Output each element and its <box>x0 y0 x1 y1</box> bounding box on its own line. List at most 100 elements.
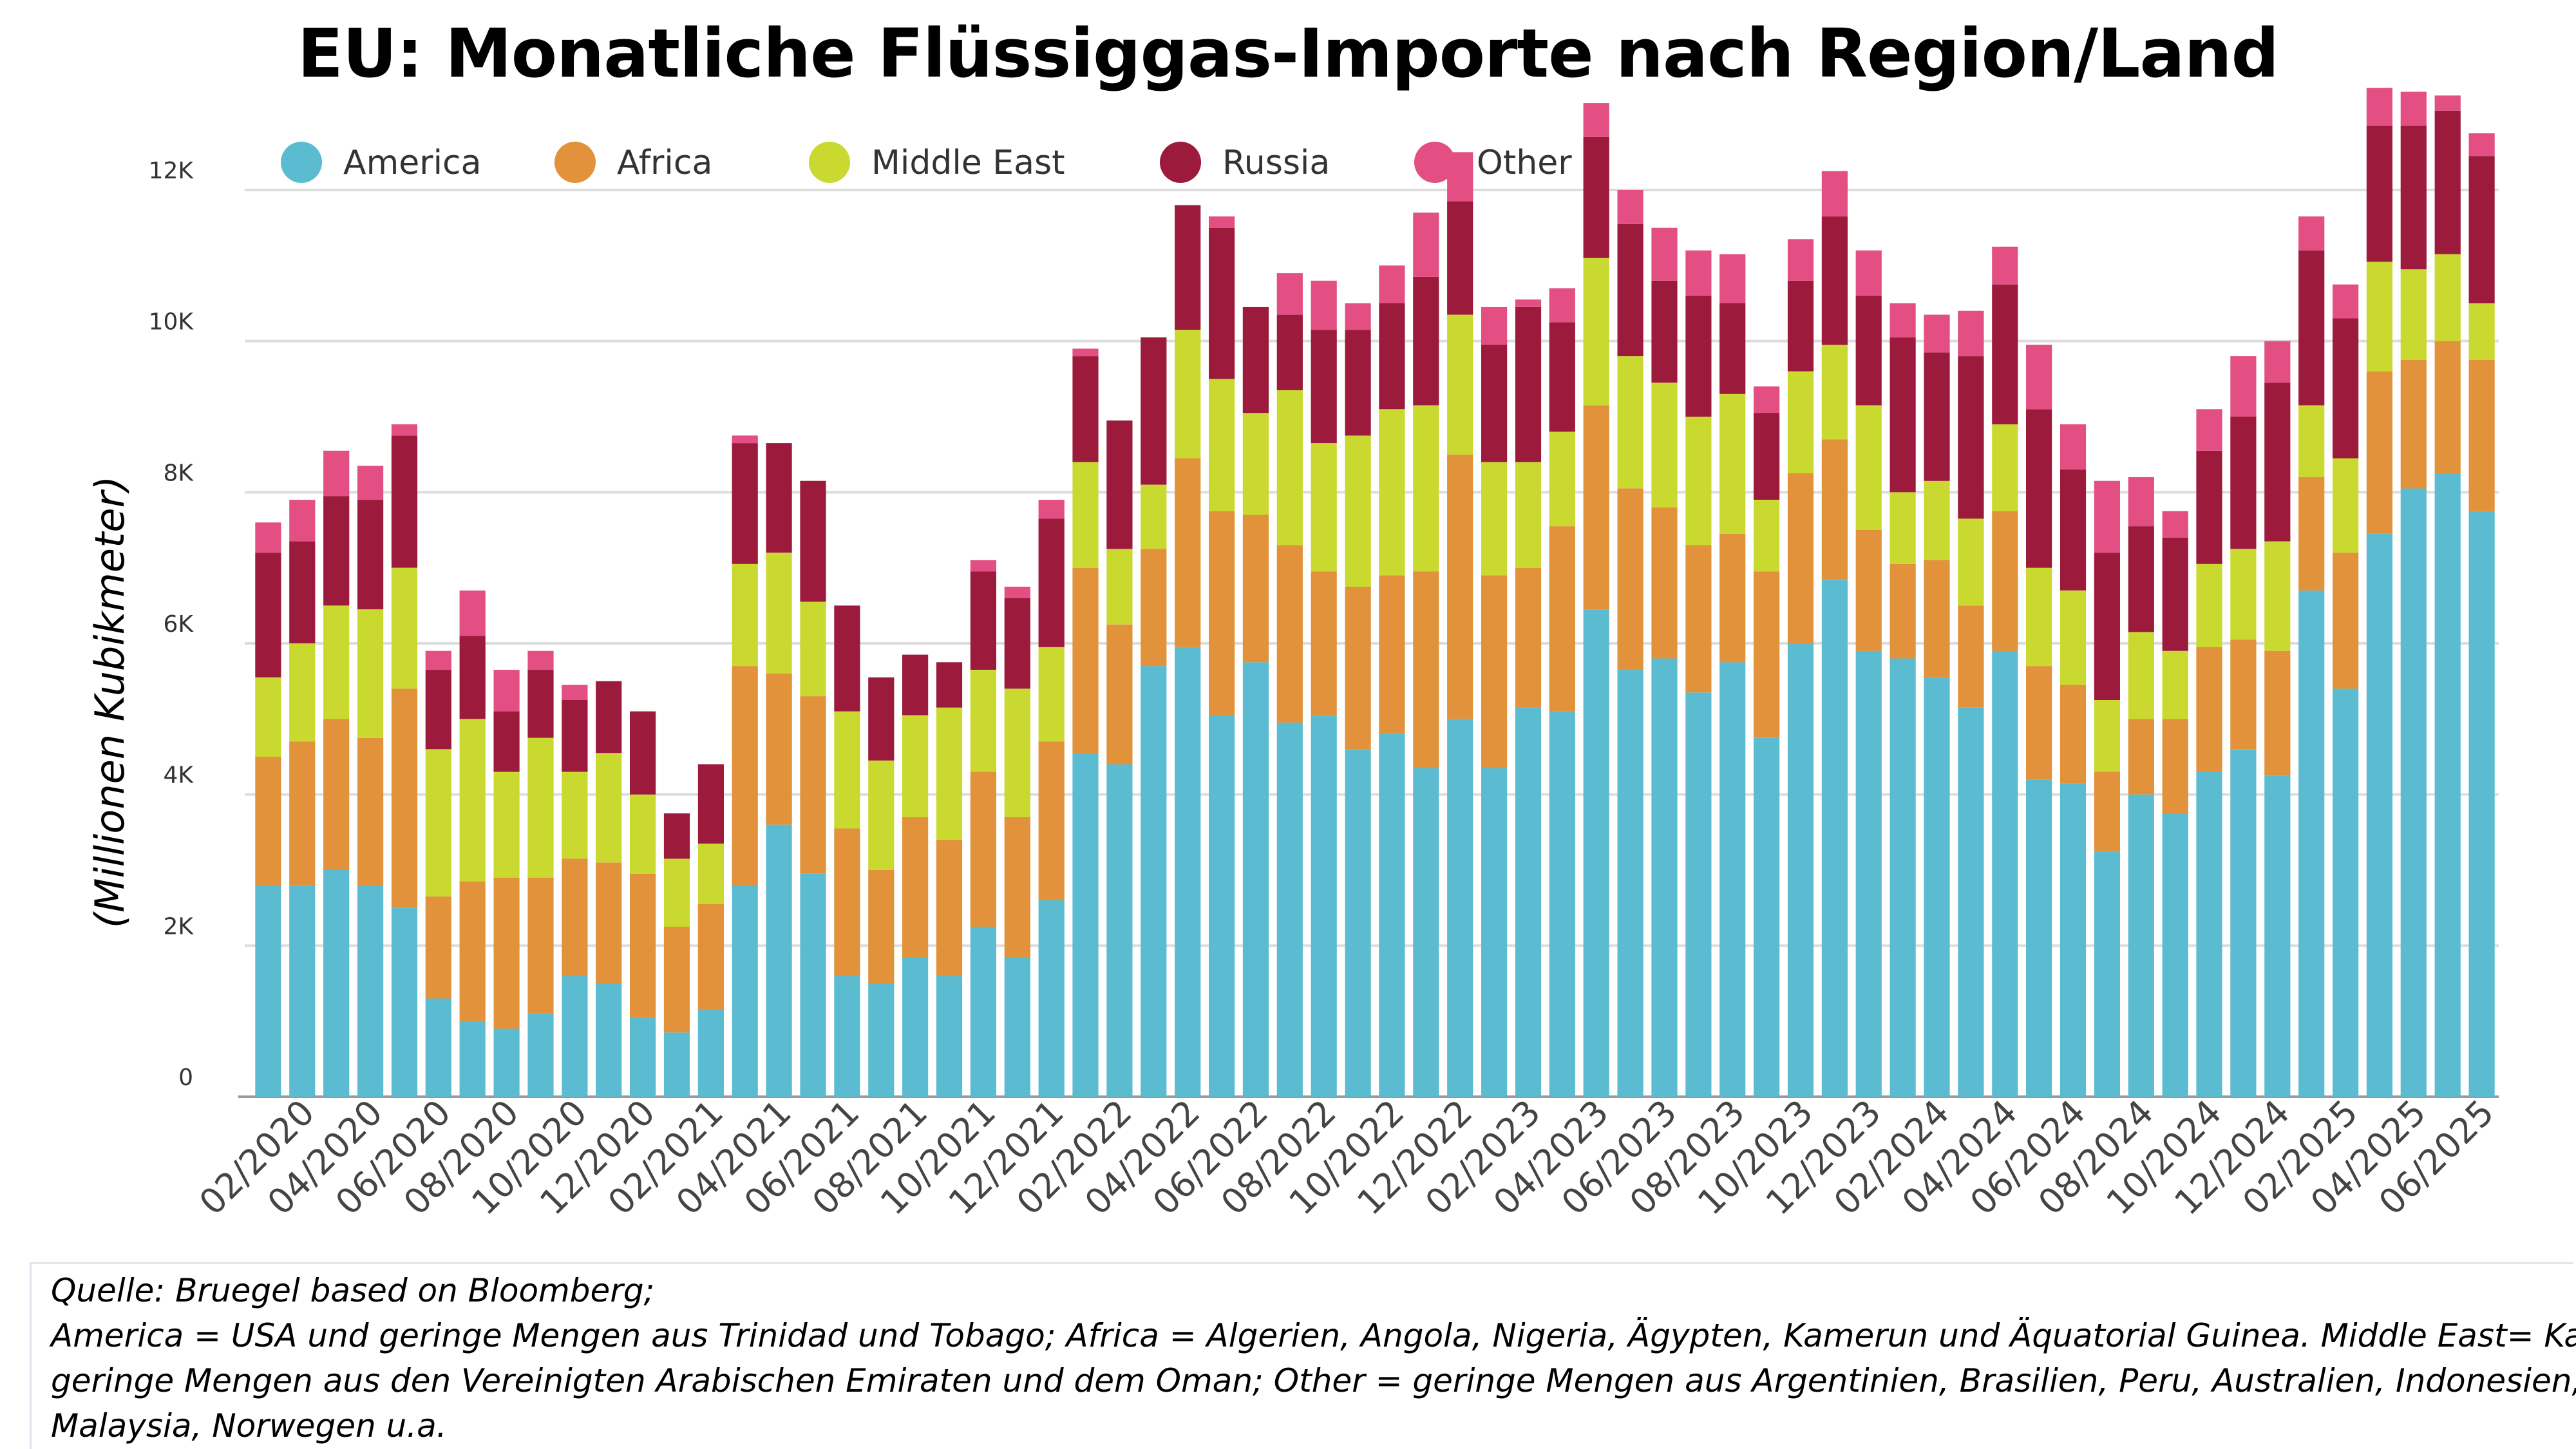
bar-segment-russia <box>357 500 384 610</box>
bar-segment-other <box>527 650 554 670</box>
bar-segment-other <box>2298 216 2325 251</box>
bar-segment-russia <box>2230 417 2257 549</box>
bar-segment-africa <box>902 817 929 957</box>
y-tick-label: 0 <box>178 1065 193 1091</box>
bar-segment-africa <box>1787 473 1814 643</box>
bar-segment-middle-east <box>1583 258 1609 406</box>
bar-segment-russia <box>1958 356 1984 519</box>
bar-segment-other <box>2366 88 2392 126</box>
legend-label: America <box>343 144 482 182</box>
bar-segment-america <box>1175 647 1201 1097</box>
bar-segment-africa <box>255 757 281 886</box>
bar-segment-russia <box>1719 303 1746 394</box>
source-notes: Quelle: Bruegel based on Bloomberg; Amer… <box>30 1262 2576 1449</box>
definition-line-1: America = USA und geringe Mengen aus Tri… <box>51 1317 2576 1354</box>
bar-segment-middle-east <box>1481 462 1508 576</box>
bar-segment-middle-east <box>425 749 451 897</box>
bar-segment-russia <box>1924 352 1950 481</box>
y-tick-label: 12K <box>149 158 194 184</box>
bar-segment-africa <box>1106 624 1133 764</box>
bar-segment-middle-east <box>1072 462 1099 568</box>
bar-segment-other <box>1311 280 1337 330</box>
bar-segment-middle-east <box>1889 492 1916 564</box>
bar-segment-america <box>1924 677 1950 1097</box>
bar-segment-middle-east <box>493 772 520 878</box>
bar-segment-middle-east <box>766 553 792 674</box>
bar-segment-middle-east <box>1685 417 1712 545</box>
bar-segment-russia <box>1209 227 1235 379</box>
bar-segment-other <box>2196 409 2222 451</box>
bar-segment-other <box>1889 303 1916 337</box>
bar-segment-africa <box>766 673 792 825</box>
bar-segment-middle-east <box>1311 443 1337 572</box>
bar-segment-middle-east <box>2468 303 2495 360</box>
bar-segment-other <box>2264 341 2291 383</box>
bar-segment-america <box>493 1028 520 1097</box>
bar-segment-middle-east <box>1379 409 1405 576</box>
source-line: Quelle: Bruegel based on Bloomberg; <box>51 1272 655 1309</box>
bar-segment-america <box>425 998 451 1097</box>
bar-segment-africa <box>868 870 895 983</box>
bar-segment-russia <box>630 711 656 795</box>
bar-segment-middle-east <box>663 858 690 927</box>
bar-segment-other <box>1992 247 2018 285</box>
bar-segment-africa <box>1992 511 2018 651</box>
bar-segment-russia <box>2366 126 2392 262</box>
bar-segment-middle-east <box>834 711 860 829</box>
bar-segment-america <box>2230 749 2257 1097</box>
bar-segment-middle-east <box>2333 458 2359 553</box>
bar-segment-africa <box>630 873 656 1018</box>
bar-segment-middle-east <box>1345 435 1371 587</box>
bar-segment-africa <box>2026 666 2052 780</box>
bar-segment-russia <box>1141 337 1167 485</box>
bar-segment-africa <box>1651 507 1678 659</box>
bar-segment-russia <box>2434 110 2461 254</box>
bar-segment-africa <box>1242 515 1269 663</box>
bar-segment-middle-east <box>1992 424 2018 511</box>
chart-title: EU: Monatliche Flüssiggas-Importe nach R… <box>297 14 2279 93</box>
bar-segment-africa <box>357 737 384 886</box>
bar-segment-middle-east <box>732 564 758 667</box>
bar-segment-russia <box>1413 276 1439 406</box>
bar-segment-russia <box>459 636 486 719</box>
bar-segment-africa <box>1276 545 1303 723</box>
bar-segment-other <box>357 466 384 500</box>
bar-segment-other <box>732 435 758 443</box>
bar-segment-other <box>2026 345 2052 410</box>
bar-segment-russia <box>1787 280 1814 372</box>
bar-segment-russia <box>2196 450 2222 564</box>
legend-swatch-other <box>1414 142 1455 183</box>
bar-segment-other <box>1072 348 1099 357</box>
bar-segment-america <box>289 885 316 1097</box>
bar-segment-russia <box>732 443 758 564</box>
bar-segment-africa <box>663 927 690 1033</box>
bar-segment-other <box>1651 227 1678 281</box>
bar-segment-middle-east <box>1617 356 1643 489</box>
bar-segment-africa <box>697 904 724 1010</box>
bar-segment-middle-east <box>596 753 622 863</box>
bar-segment-other <box>323 450 350 497</box>
bar-segment-russia <box>1583 137 1609 258</box>
bar-segment-middle-east <box>562 772 588 859</box>
bar-segment-middle-east <box>936 707 963 840</box>
bar-segment-america <box>1855 650 1882 1097</box>
bar-segment-africa <box>1754 571 1780 738</box>
bar-segment-russia <box>834 605 860 712</box>
bar-segment-africa <box>493 877 520 1029</box>
bar-segment-middle-east <box>1719 393 1746 534</box>
bar-segment-russia <box>323 496 350 606</box>
bar-segment-africa <box>1481 575 1508 768</box>
bar-segment-america <box>697 1010 724 1097</box>
bar-segment-middle-east <box>2434 254 2461 341</box>
y-tick-label: 6K <box>163 611 194 638</box>
bar-segment-middle-east <box>970 670 996 772</box>
bar-segment-america <box>2264 775 2291 1097</box>
bar-segment-other <box>1276 273 1303 315</box>
bar-segment-other <box>1583 103 1609 137</box>
bar-segment-africa <box>2094 772 2120 851</box>
bar-segment-africa <box>1685 545 1712 693</box>
bar-segment-middle-east <box>800 601 826 697</box>
bar-segment-america <box>732 885 758 1097</box>
legend-label: Africa <box>617 144 712 182</box>
bar-segment-america <box>2128 794 2154 1097</box>
